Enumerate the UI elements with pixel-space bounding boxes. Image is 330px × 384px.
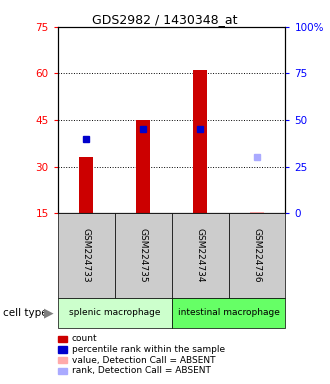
Bar xyxy=(79,157,93,213)
Text: GSM224734: GSM224734 xyxy=(196,228,205,283)
Text: ▶: ▶ xyxy=(44,306,54,319)
Bar xyxy=(136,120,150,213)
Text: rank, Detection Call = ABSENT: rank, Detection Call = ABSENT xyxy=(72,366,211,376)
Text: splenic macrophage: splenic macrophage xyxy=(69,308,160,318)
Text: intestinal macrophage: intestinal macrophage xyxy=(178,308,280,318)
Text: GSM224736: GSM224736 xyxy=(252,228,261,283)
Text: cell type: cell type xyxy=(3,308,48,318)
Text: GDS2982 / 1430348_at: GDS2982 / 1430348_at xyxy=(92,13,238,26)
Text: GSM224735: GSM224735 xyxy=(139,228,148,283)
Text: percentile rank within the sample: percentile rank within the sample xyxy=(72,345,225,354)
Bar xyxy=(250,212,264,213)
Text: value, Detection Call = ABSENT: value, Detection Call = ABSENT xyxy=(72,356,215,365)
Text: count: count xyxy=(72,334,98,343)
Text: GSM224733: GSM224733 xyxy=(82,228,91,283)
Bar xyxy=(193,70,207,213)
